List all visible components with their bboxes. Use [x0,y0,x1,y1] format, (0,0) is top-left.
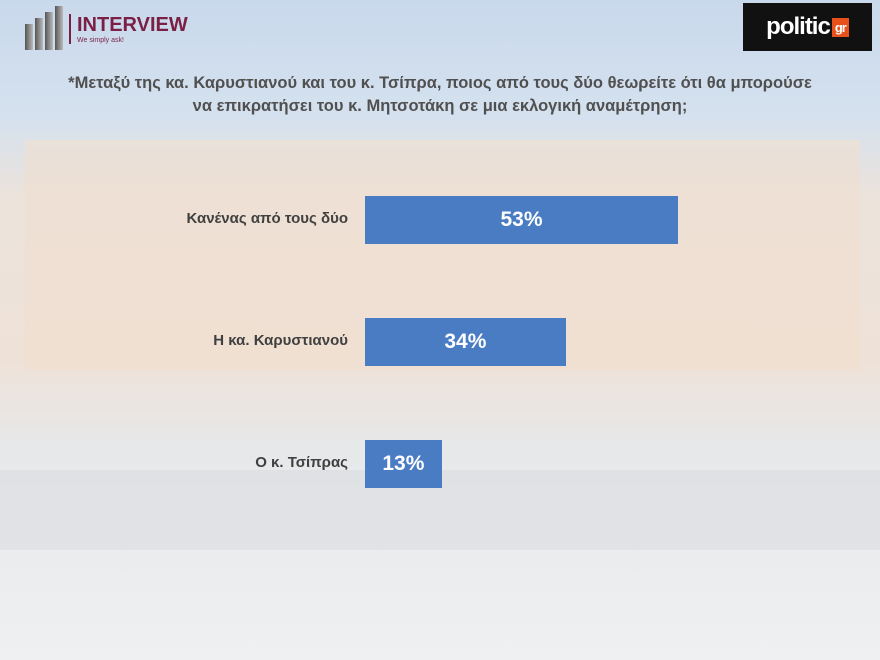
politic-logo: politic gr [743,3,872,51]
bar: 53% [365,196,678,244]
category-label: Ο κ. Τσίπρας [255,454,348,471]
chart-title: *Μεταξύ της κα. Καρυστιανού και του κ. Τ… [68,74,812,115]
brand-tagline: We simply ask! [77,37,124,44]
category-label: Η κα. Καρυστιανού [213,332,348,349]
bar: 34% [365,318,566,366]
brand-name: INTERVIEW [77,14,188,36]
interview-logo: INTERVIEW We simply ask! [25,6,188,50]
logo-bars-icon [25,6,63,50]
data-label: 34% [444,330,487,353]
bar: 13% [365,440,442,488]
data-label: 13% [382,452,425,475]
category-label: Κανένας από τους δύο [186,210,348,227]
data-label: 53% [500,208,543,231]
